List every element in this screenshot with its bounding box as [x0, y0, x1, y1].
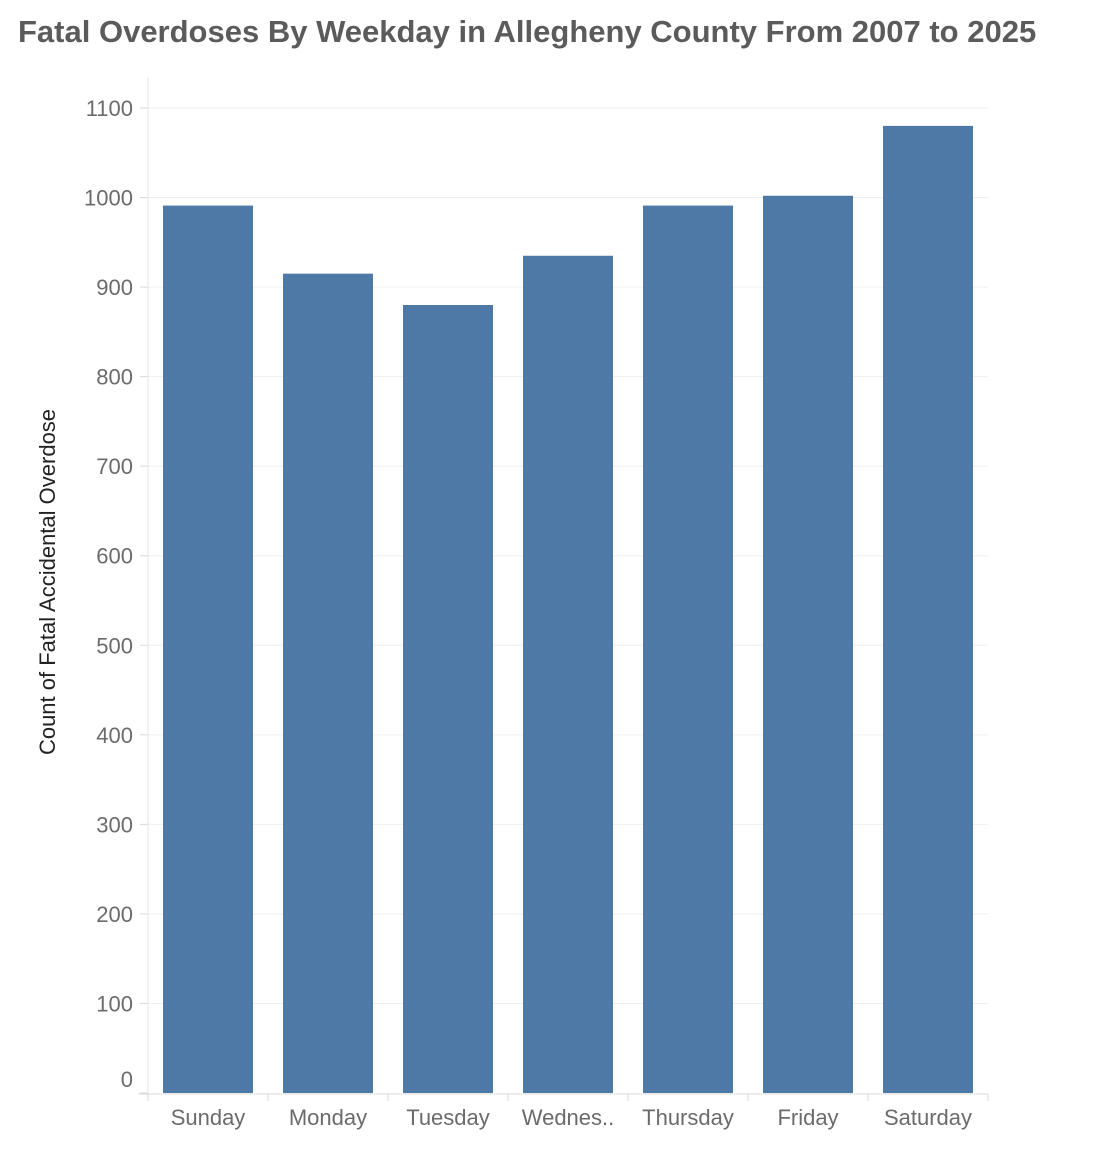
x-tick-label: Sunday: [171, 1105, 246, 1130]
x-tick-label: Monday: [289, 1105, 367, 1130]
x-axis-ticks: Sunday Monday Tuesday Wednes.. Thursday Frida…: [147, 1094, 989, 1130]
bar-tuesday[interactable]: [403, 305, 493, 1093]
x-tick-label: Tuesday: [406, 1105, 490, 1130]
bar-sunday[interactable]: [163, 205, 253, 1093]
x-tick-label: Wednes..: [522, 1105, 615, 1130]
bar-friday[interactable]: [763, 195, 853, 1094]
y-axis-label: Count of Fatal Accidental Overdose: [35, 409, 60, 755]
y-tick-label: 1000: [84, 186, 133, 211]
y-tick-label: 100: [96, 991, 133, 1016]
bars: [163, 125, 973, 1094]
y-tick-label: 0: [121, 1067, 133, 1092]
bar-wednes[interactable]: [523, 255, 613, 1093]
x-tick-label: Thursday: [642, 1105, 734, 1130]
bar-thursday[interactable]: [643, 205, 733, 1093]
y-tick-label: 700: [96, 454, 133, 479]
x-tick-label: Saturday: [884, 1105, 972, 1130]
y-tick-label: 800: [96, 365, 133, 390]
bar-monday[interactable]: [283, 273, 373, 1094]
y-tick-label: 400: [96, 723, 133, 748]
chart-title: Fatal Overdoses By Weekday in Allegheny …: [18, 14, 1037, 49]
y-tick-label: 500: [96, 633, 133, 658]
y-tick-label: 1100: [86, 96, 133, 121]
y-tick-label: 200: [96, 902, 133, 927]
y-axis-ticks: 0 100 200 300 400 500 600 700 800 900 1000 1100: [84, 96, 148, 1094]
y-tick-label: 600: [96, 544, 133, 569]
x-tick-label: Friday: [777, 1105, 838, 1130]
y-tick-label: 300: [96, 812, 133, 837]
y-tick-label: 900: [96, 275, 133, 300]
bar-saturday[interactable]: [883, 125, 973, 1094]
